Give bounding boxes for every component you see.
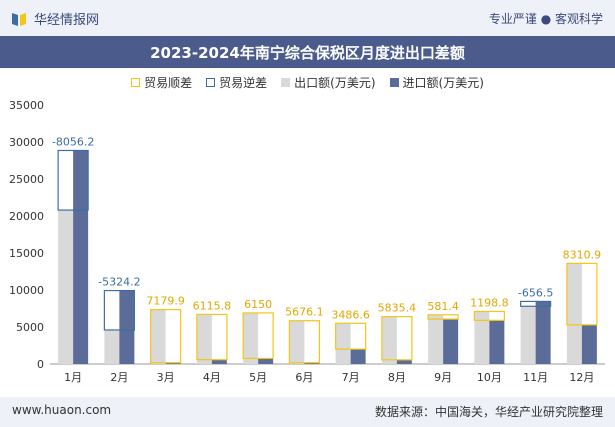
legend-swatch-import (389, 78, 399, 87)
legend-label-surplus: 贸易顺差 (144, 76, 193, 90)
data-label-10: 1198.8 (470, 296, 509, 309)
export-bar-2 (104, 329, 120, 364)
y-tick-label-0: 0 (37, 358, 44, 371)
import-bar-12 (581, 324, 597, 364)
y-tick-label-6: 30000 (9, 136, 44, 149)
title-bar (0, 36, 615, 68)
data-label-1: -8056.2 (52, 135, 94, 148)
x-tick-label-4: 4月 (203, 371, 221, 384)
header-bar (0, 0, 615, 36)
y-tick-label-3: 15000 (9, 247, 44, 260)
legend-label-import: 进口额(万美元) (402, 76, 484, 90)
y-tick-label-4: 20000 (9, 210, 44, 223)
export-bar-3 (150, 309, 166, 364)
import-bar-4 (211, 359, 227, 364)
data-label-5: 6150 (244, 298, 272, 311)
legend-item-export: 出口额(万美元) (281, 74, 376, 91)
brand-name: 华经情报网 (34, 13, 100, 28)
surplus-box-7 (335, 322, 367, 350)
y-tick-label-1: 5000 (16, 321, 44, 334)
import-bar-11 (535, 301, 551, 364)
import-bar-10 (489, 320, 505, 364)
export-bar-7 (335, 323, 351, 364)
data-label-12: 8310.9 (563, 248, 602, 261)
export-bar-11 (520, 306, 536, 364)
export-bar-6 (289, 320, 305, 364)
data-label-11: -656.5 (518, 286, 553, 299)
import-bar-3 (165, 362, 181, 364)
legend-item-surplus: 贸易顺差 (131, 74, 192, 91)
data-label-8: 5835.4 (378, 302, 417, 315)
surplus-box-8 (381, 316, 413, 361)
x-tick-label-8: 8月 (388, 371, 406, 384)
x-tick-label-9: 9月 (434, 371, 452, 384)
slogan: 专业严谨 ● 客观科学 (488, 12, 603, 26)
data-source: 数据来源：中国海关，华经产业研究院整理 (374, 405, 603, 419)
export-bar-8 (381, 316, 397, 364)
import-bar-8 (396, 359, 412, 364)
import-bar-1 (73, 150, 89, 364)
export-bar-12 (566, 263, 582, 364)
surplus-box-5 (242, 312, 274, 360)
website-link[interactable]: www.huaon.com (12, 403, 112, 417)
import-bar-2 (119, 290, 135, 364)
legend-item-import: 进口额(万美元) (389, 74, 484, 91)
legend-item-deficit: 贸易逆差 (206, 74, 267, 91)
brand: 华经情报网 (10, 9, 99, 28)
x-tick-label-7: 7月 (342, 371, 360, 384)
import-bar-9 (443, 319, 459, 364)
deficit-box-1 (57, 149, 89, 211)
import-bar-7 (350, 349, 366, 364)
y-tick-label-7: 35000 (9, 99, 44, 112)
x-tick-label-1: 1月 (64, 371, 82, 384)
data-label-9: 581.4 (427, 300, 459, 313)
surplus-box-3 (150, 309, 182, 364)
export-bar-1 (58, 210, 74, 364)
legend-swatch-surplus (131, 78, 141, 87)
x-tick-label-3: 3月 (157, 371, 175, 384)
legend-label-deficit: 贸易逆差 (219, 76, 268, 90)
deficit-box-2 (103, 289, 135, 331)
surplus-box-4 (196, 313, 228, 361)
export-bar-5 (243, 312, 259, 364)
data-label-6: 5676.1 (285, 306, 324, 319)
chart-title: 2023-2024年南宁综合保税区月度进出口差额 (150, 44, 465, 62)
footer-bar (0, 397, 615, 427)
y-tick-label-2: 10000 (9, 284, 44, 297)
legend-swatch-deficit (206, 78, 216, 87)
surplus-box-6 (288, 320, 320, 364)
data-label-2: -5324.2 (98, 276, 140, 289)
data-label-3: 7179.9 (146, 295, 185, 308)
export-bar-4 (196, 314, 212, 364)
surplus-box-12 (566, 262, 598, 326)
deficit-box-11 (520, 300, 552, 307)
x-tick-label-5: 5月 (249, 371, 267, 384)
x-tick-label-11: 11月 (523, 371, 548, 384)
legend: 贸易顺差 贸易逆差 出口额(万美元) 进口额(万美元) (0, 74, 615, 91)
legend-label-export: 出口额(万美元) (294, 76, 376, 90)
export-bar-9 (428, 314, 444, 364)
import-bar-5 (258, 358, 274, 364)
import-bar-6 (304, 362, 320, 364)
x-tick-label-12: 12月 (569, 371, 594, 384)
x-tick-label-10: 10月 (477, 371, 502, 384)
legend-swatch-export (281, 78, 291, 87)
x-tick-label-6: 6月 (295, 371, 313, 384)
surplus-box-9 (427, 314, 459, 320)
y-tick-label-5: 25000 (9, 173, 44, 186)
brand-logo-icon (12, 12, 26, 26)
data-label-7: 3486.6 (331, 308, 370, 321)
x-tick-label-2: 2月 (110, 371, 128, 384)
export-bar-10 (474, 311, 490, 364)
data-label-4: 6115.8 (193, 299, 232, 312)
surplus-box-10 (473, 310, 505, 321)
